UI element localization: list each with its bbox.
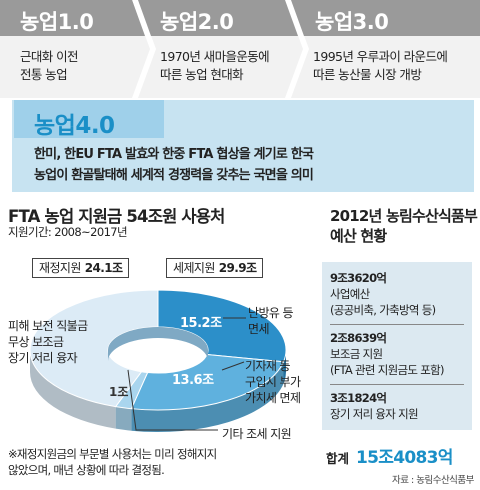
chart-subtitle: 지원기간: 2008~2017년 — [8, 225, 128, 239]
group-total: 24.1조 — [84, 261, 123, 275]
slice-side-3 — [30, 350, 116, 429]
source-credit: 자료 : 농림수산식품부 — [392, 475, 474, 486]
chevron-shape — [0, 0, 150, 98]
slice-label-heating-oil: 난방유 등 면세 — [248, 306, 294, 336]
slice-side-1 — [131, 361, 284, 432]
stage-desc: 1995년 우루과이 라운드에 따른 농산물 시장 개방 — [313, 49, 448, 82]
budget-item: 3조1824억 장기 저리 융자 지원 — [330, 390, 468, 422]
leader-line-1 — [221, 361, 245, 371]
leader-line-2 — [127, 369, 218, 431]
footnote: ※재정지원금의 부문별 사용처는 미리 정해지지 않았으며, 매년 상황에 따라… — [8, 447, 217, 477]
slice-value-other-tax: 1조 — [109, 385, 129, 399]
stage-agri-3: 농업3.0 1995년 우루과이 라운드에 따른 농산물 시장 개방 — [291, 0, 480, 98]
group-name: 재정지원 — [39, 261, 81, 275]
slice-value-equipment: 13.6조 — [172, 373, 214, 388]
budget-total-value: 15조4083억 — [356, 448, 453, 468]
budget-item-name: 사업예산 (공공비축, 가축방역 등) — [330, 287, 436, 317]
stage-title: 농업1.0 — [20, 10, 94, 34]
budget-total-label: 합계 — [326, 451, 350, 466]
slice-side-0 — [283, 350, 286, 384]
group-total: 29.9조 — [218, 261, 257, 275]
slice-label-fiscal: 피해 보전 직불금 무상 보조금 장기 저리 융자 — [8, 319, 88, 365]
budget-item: 2조8639억 보조금 지원 (FTA 관련 지원금도 포함) — [330, 330, 468, 378]
donut-slices — [29, 289, 287, 411]
budget-amount: 2조8639억 — [330, 331, 387, 345]
budget-title: 2012년 농림수산식품부 예산 현황 — [330, 207, 478, 245]
stage-desc: 근대화 이전 전통 농업 — [20, 49, 78, 82]
stage-title: 농업3.0 — [315, 10, 389, 34]
divider — [330, 324, 464, 325]
budget-item-name: 장기 저리 융자 지원 — [330, 407, 419, 421]
budget-item: 9조3620억 사업예산 (공공비축, 가축방역 등) — [330, 270, 468, 318]
chart-title: FTA 농업 지원금 54조원 사용처 — [8, 207, 225, 226]
donut-hole-wall — [108, 327, 208, 361]
divider — [330, 384, 464, 385]
slice-label-other-tax: 기타 조세 지원 — [222, 427, 292, 441]
agri4-description: 한미, 한EU FTA 발효와 한중 FTA 협상을 계기로 한국 농업이 환골… — [34, 147, 314, 183]
chevron-shape — [291, 0, 480, 98]
slice-label-equipment: 기자재 등 구입시 부가 가치세 면제 — [245, 359, 301, 405]
stage-agri-2: 농업2.0 1970년 새마을운동에 따른 농업 현대화 — [138, 0, 303, 98]
budget-amount: 3조1824억 — [330, 391, 387, 405]
budget-box — [322, 262, 472, 430]
stage-agri-1: 농업1.0 근대화 이전 전통 농업 — [0, 0, 150, 98]
slice-side-2 — [115, 406, 132, 431]
group-callout-fiscal: 재정지원 24.1조 — [32, 258, 130, 278]
slice-value-heating-oil: 15.2조 — [180, 316, 222, 331]
agri4-title-tab — [14, 100, 164, 138]
stage-desc: 1970년 새마을운동에 따른 농업 현대화 — [160, 49, 270, 82]
leader-lines — [127, 317, 246, 431]
group-name: 세제지원 — [173, 261, 215, 275]
chevron-shape — [138, 0, 303, 98]
donut-depth — [30, 350, 286, 432]
budget-amount: 9조3620억 — [330, 271, 387, 285]
donut-chart — [29, 289, 287, 432]
group-callout-tax: 세제지원 29.9조 — [166, 258, 264, 278]
agri4-title: 농업4.0 — [34, 113, 115, 139]
stage-title: 농업2.0 — [160, 10, 234, 34]
budget-item-name: 보조금 지원 (FTA 관련 지원금도 포함) — [330, 347, 444, 377]
